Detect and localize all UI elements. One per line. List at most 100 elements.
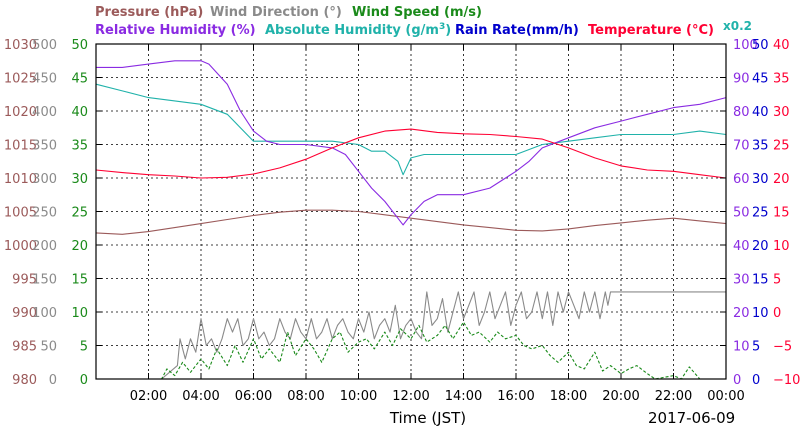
tick-label-wind-speed: 5	[80, 340, 88, 355]
x-tick-label: 10:00	[340, 389, 377, 404]
x-tick-label: 18:00	[550, 389, 587, 404]
legend-absolute-humidity-close: )	[445, 23, 451, 38]
axes: 9809859909951000100510101015102010251030…	[4, 38, 800, 404]
x-tick-label: 16:00	[497, 389, 534, 404]
tick-label-wind-direction: 0	[49, 373, 57, 388]
tick-label-pressure: 985	[12, 340, 37, 355]
tick-label-wind-speed: 15	[71, 273, 88, 288]
tick-label-wind-speed: 10	[71, 306, 88, 321]
tick-label-humidity: 100	[733, 38, 758, 53]
tick-label-rain-rate: 10	[752, 306, 769, 321]
x-tick-label: 20:00	[602, 389, 639, 404]
tick-label-rain-rate: 45	[752, 72, 769, 87]
x-tick-label: 04:00	[182, 389, 219, 404]
tick-label-pressure: 1025	[4, 72, 37, 87]
x-tick-label: 00:00	[707, 389, 744, 404]
tick-label-rain-rate: 35	[752, 139, 769, 154]
tick-label-pressure: 995	[12, 273, 37, 288]
legend-absolute-humidity-sup: 3	[439, 22, 445, 32]
tick-label-temperature: 15	[773, 206, 790, 221]
series-line-wind-speed	[96, 321, 726, 380]
tick-label-humidity: 70	[733, 139, 750, 154]
tick-label-wind-direction: 300	[32, 172, 57, 187]
date-label: 2017-06-09	[648, 409, 735, 427]
legend-rain-rate: Rain Rate(mm/h)	[455, 23, 579, 38]
tick-label-temperature: 40	[773, 38, 790, 53]
tick-label-wind-speed: 50	[71, 38, 88, 53]
legend-wind-speed: Wind Speed (m/s)	[352, 5, 482, 20]
legend-pressure: Pressure (hPa)	[95, 5, 203, 20]
tick-label-wind-speed: 35	[71, 139, 88, 154]
legend-relative-humidity: Relative Humidity (%)	[95, 23, 256, 38]
tick-label-pressure: 990	[12, 306, 37, 321]
series-line-temperature	[95, 128, 727, 179]
tick-label-rain-rate: 40	[752, 105, 769, 120]
tick-label-temperature: −5	[773, 340, 792, 355]
tick-label-wind-speed: 45	[71, 72, 88, 87]
tick-label-temperature: 5	[773, 273, 781, 288]
tick-label-wind-speed: 0	[80, 373, 88, 388]
tick-label-temperature: 0	[773, 306, 781, 321]
tick-label-humidity: 50	[733, 206, 750, 221]
tick-label-rain-rate: 25	[752, 206, 769, 221]
x-tick-label: 08:00	[287, 389, 324, 404]
tick-label-temperature: −10	[773, 373, 800, 388]
tick-label-wind-direction: 250	[32, 206, 57, 221]
legend-wind-direction: Wind Direction (°)	[210, 5, 342, 20]
tick-label-wind-speed: 20	[71, 239, 88, 254]
tick-label-rain-rate: 5	[752, 340, 760, 355]
legend-absolute-humidity-text: Absolute Humidity (g/m	[265, 23, 439, 38]
tick-label-humidity: 80	[733, 105, 750, 120]
legend-absolute-humidity: Absolute Humidity (g/m3)	[265, 22, 451, 38]
tick-label-pressure: 1015	[4, 139, 37, 154]
tick-label-wind-direction: 350	[32, 139, 57, 154]
tick-label-wind-direction: 500	[32, 38, 57, 53]
tick-label-pressure: 1020	[4, 105, 37, 120]
series-line-humidity	[96, 60, 727, 226]
tick-label-humidity: 40	[733, 239, 750, 254]
tick-label-wind-direction: 50	[40, 340, 57, 355]
tick-label-temperature: 10	[773, 239, 790, 254]
x-tick-label: 06:00	[235, 389, 272, 404]
tick-label-humidity: 90	[733, 72, 750, 87]
tick-label-pressure: 1030	[4, 38, 37, 53]
series-line-wind-direction	[96, 291, 726, 380]
x-tick-label: 14:00	[445, 389, 482, 404]
tick-label-wind-direction: 150	[32, 273, 57, 288]
tick-label-humidity: 30	[733, 273, 750, 288]
tick-label-rain-rate: 50	[752, 38, 769, 53]
tick-label-humidity: 60	[733, 172, 750, 187]
tick-label-humidity: 10	[733, 340, 750, 355]
tick-label-pressure: 1005	[4, 206, 37, 221]
tick-label-rain-rate: 30	[752, 172, 769, 187]
tick-label-pressure: 1000	[4, 239, 37, 254]
tick-label-temperature: 30	[773, 105, 790, 120]
tick-label-pressure: 1010	[4, 172, 37, 187]
tick-label-temperature: 35	[773, 72, 790, 87]
tick-label-wind-direction: 450	[32, 72, 57, 87]
series-layer	[95, 60, 727, 380]
tick-label-humidity: 0	[733, 373, 741, 388]
series-line-pressure	[95, 209, 727, 235]
x-tick-label: 02:00	[130, 389, 167, 404]
tick-label-wind-speed: 30	[71, 172, 88, 187]
x-tick-label: 22:00	[655, 389, 692, 404]
tick-label-rain-rate: 15	[752, 273, 769, 288]
series-line-humidity	[95, 83, 727, 176]
tick-label-rain-rate: 20	[752, 239, 769, 254]
tick-label-wind-direction: 100	[32, 306, 57, 321]
tick-label-wind-direction: 400	[32, 105, 57, 120]
tick-label-wind-direction: 200	[32, 239, 57, 254]
scale-note: x0.2	[723, 19, 752, 33]
tick-label-rain-rate: 0	[752, 373, 760, 388]
x-tick-label: 12:00	[392, 389, 429, 404]
tick-label-pressure: 980	[12, 373, 37, 388]
tick-label-humidity: 20	[733, 306, 750, 321]
legend-temperature: Temperature (°C)	[588, 23, 714, 38]
tick-label-wind-speed: 40	[71, 105, 88, 120]
tick-label-temperature: 25	[773, 139, 790, 154]
tick-label-wind-speed: 25	[71, 206, 88, 221]
grid	[96, 44, 726, 379]
